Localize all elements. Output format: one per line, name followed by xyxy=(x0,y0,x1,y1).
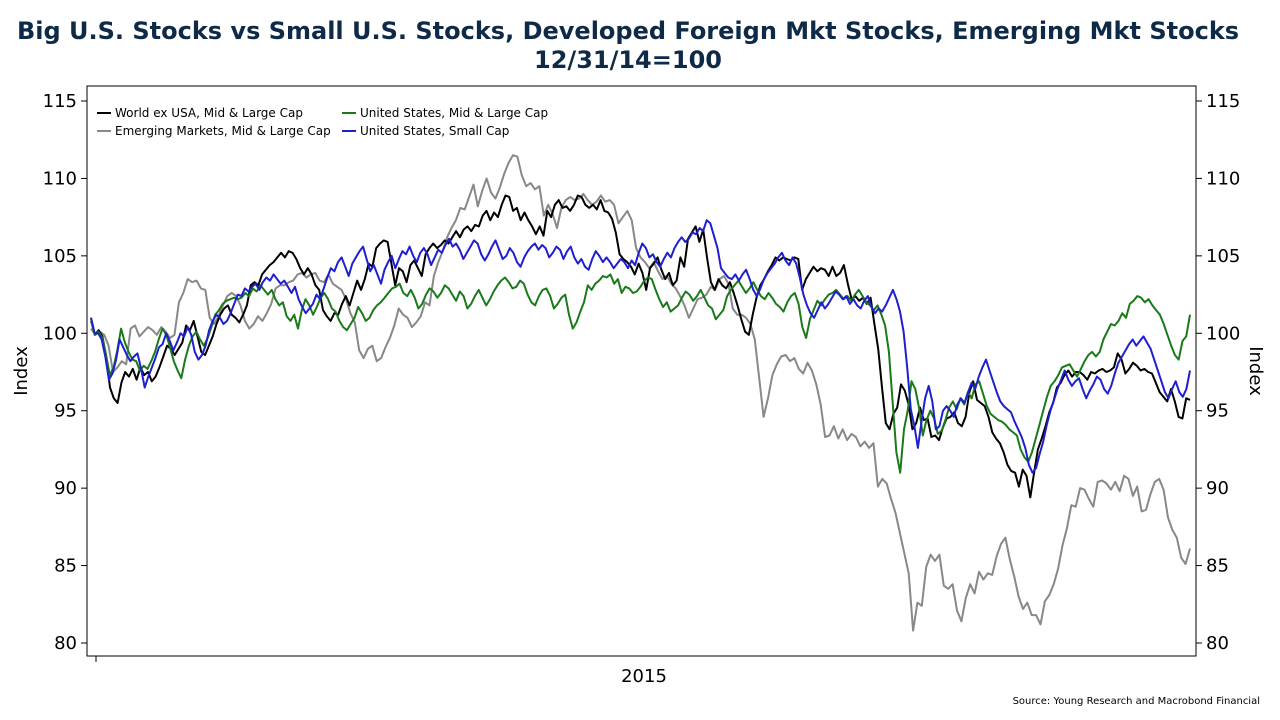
chart-title: Big U.S. Stocks vs Small U.S. Stocks, De… xyxy=(16,17,1240,45)
series-line-2 xyxy=(90,273,1191,474)
y-tick-label-right: 95 xyxy=(1206,401,1229,422)
y-axis-label-left: Index xyxy=(11,346,32,396)
y-tick-label-left: 80 xyxy=(54,633,77,654)
y-tick-label-left: 85 xyxy=(54,556,77,577)
y-tick-label-left: 100 xyxy=(43,323,77,344)
legend-label-2: United States, Mid & Large Cap xyxy=(360,106,548,120)
y-tick-label-left: 95 xyxy=(54,401,77,422)
source-note: Source: Young Research and Macrobond Fin… xyxy=(1012,696,1260,707)
legend-label-0: World ex USA, Mid & Large Cap xyxy=(115,106,303,120)
y-tick-label-left: 115 xyxy=(43,91,77,112)
y-tick-label-left: 110 xyxy=(43,168,77,189)
y-tick-label-right: 105 xyxy=(1206,246,1240,267)
y-axis-label-right: Index xyxy=(1245,346,1266,396)
y-tick-label-right: 90 xyxy=(1206,478,1229,499)
y-axis-right: 80 85 90 95 100 105 110 115 xyxy=(1196,91,1240,654)
series-line-3 xyxy=(90,219,1191,474)
series-group xyxy=(90,154,1191,632)
legend-label-1: Emerging Markets, Mid & Large Cap xyxy=(115,124,331,138)
y-tick-label-left: 105 xyxy=(43,246,77,267)
plot-frame xyxy=(86,85,1197,657)
y-tick-label-right: 115 xyxy=(1206,91,1240,112)
y-tick-label-right: 100 xyxy=(1206,323,1240,344)
series-line-1 xyxy=(90,154,1191,632)
y-tick-label-right: 110 xyxy=(1206,168,1240,189)
y-axis-left: 80 85 90 95 100 105 110 115 xyxy=(43,91,87,654)
y-tick-label-right: 80 xyxy=(1206,633,1229,654)
y-tick-label-right: 85 xyxy=(1206,556,1229,577)
y-tick-label-left: 90 xyxy=(54,478,77,499)
legend: World ex USA, Mid & Large Cap Emerging Ma… xyxy=(97,106,548,138)
legend-label-3: United States, Small Cap xyxy=(360,124,509,138)
series-line-0 xyxy=(90,194,1191,499)
x-axis-label: 2015 xyxy=(621,666,667,687)
chart-subtitle: 12/31/14=100 xyxy=(534,46,722,74)
